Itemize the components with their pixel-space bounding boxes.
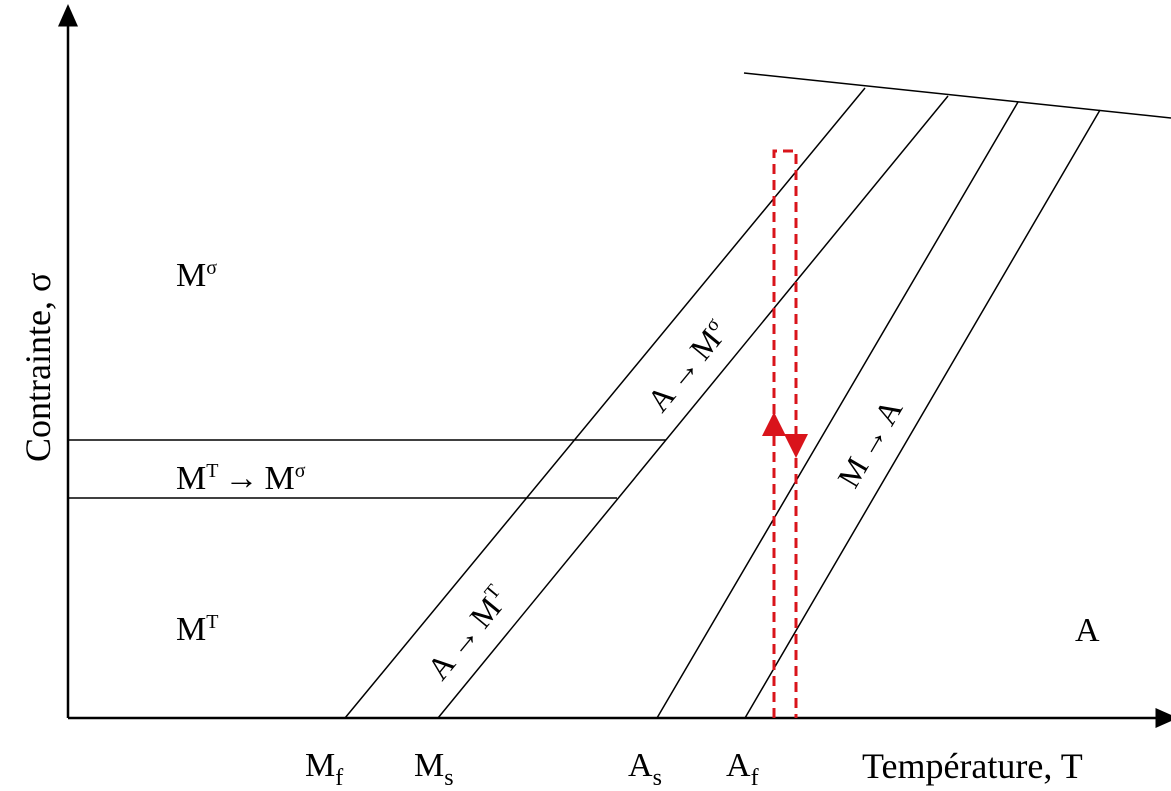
- tick-af: Af: [726, 747, 759, 791]
- load-path: [772, 149, 798, 718]
- band-a-to-msigma: A→Mσ: [640, 313, 736, 418]
- region-austenite: A: [1075, 612, 1100, 649]
- region-mt-to-msigma: MT → Mσ: [176, 460, 306, 497]
- band-m-to-a: M→A: [830, 393, 909, 494]
- tick-mf: Mf: [305, 747, 343, 791]
- upper-boundary-line: [743, 72, 1171, 119]
- as-line: [656, 101, 1019, 719]
- af-line: [744, 109, 1101, 719]
- y-axis-title: Contrainte, σ: [18, 273, 58, 462]
- band-a-to-mt: A→MT: [420, 580, 516, 686]
- region-m-sigma: Mσ: [176, 257, 217, 294]
- mf-line: [344, 87, 866, 719]
- ms-line: [437, 95, 949, 719]
- tick-as: As: [628, 747, 662, 791]
- x-axis-title: Température, T: [862, 746, 1083, 786]
- region-m-t: MT: [176, 611, 218, 648]
- tick-ms: Ms: [414, 747, 454, 791]
